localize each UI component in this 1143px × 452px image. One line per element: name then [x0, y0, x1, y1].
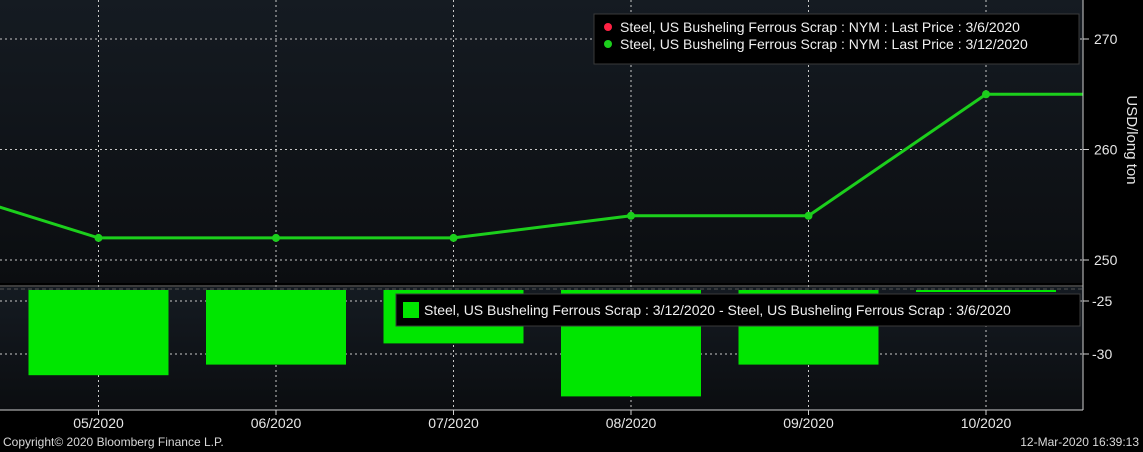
legend-label: Steel, US Busheling Ferrous Scrap : NYM …: [620, 19, 1020, 35]
x-tick-label: 06/2020: [251, 415, 302, 431]
x-tick-label: 07/2020: [428, 415, 479, 431]
line-legend: Steel, US Busheling Ferrous Scrap : NYM …: [593, 13, 1080, 65]
y-tick-label: 260: [1094, 142, 1118, 158]
bar-legend: Steel, US Busheling Ferrous Scrap : 3/12…: [395, 293, 1081, 327]
x-tick-label: 08/2020: [606, 415, 657, 431]
x-tick-label: 10/2020: [961, 415, 1012, 431]
legend-label: Steel, US Busheling Ferrous Scrap : 3/12…: [424, 302, 1011, 318]
bar: [206, 290, 346, 365]
x-tick-label: 05/2020: [73, 415, 124, 431]
legend-marker: [604, 23, 612, 31]
bar: [28, 290, 169, 376]
legend-marker: [403, 302, 419, 318]
y-axis-label: USD/long ton: [1123, 95, 1140, 184]
series-point: [94, 233, 103, 242]
series-point: [627, 211, 635, 220]
y-tick-label: -25: [1092, 293, 1112, 309]
timestamp-text: 12-Mar-2020 16:39:13: [1020, 435, 1139, 449]
series-point: [449, 233, 458, 242]
legend-label: Steel, US Busheling Ferrous Scrap : NYM …: [620, 36, 1028, 52]
series-point: [982, 90, 990, 99]
footer: Copyright© 2020 Bloomberg Finance L.P. 1…: [0, 433, 1143, 452]
series-point: [272, 233, 280, 242]
axis-background: [1083, 0, 1143, 433]
legend-marker: [604, 40, 612, 48]
legend-box: [593, 13, 1080, 65]
y-tick-label: 270: [1094, 31, 1118, 47]
series-line: [0, 92, 1143, 240]
copyright-text: Copyright© 2020 Bloomberg Finance L.P.: [3, 435, 224, 449]
series-point: [804, 211, 813, 220]
x-tick-label: 09/2020: [783, 415, 834, 431]
y-tick-label: -30: [1092, 346, 1112, 362]
y-tick-label: 250: [1094, 252, 1118, 268]
legend-box: [395, 293, 1081, 327]
bar: [916, 290, 1056, 292]
